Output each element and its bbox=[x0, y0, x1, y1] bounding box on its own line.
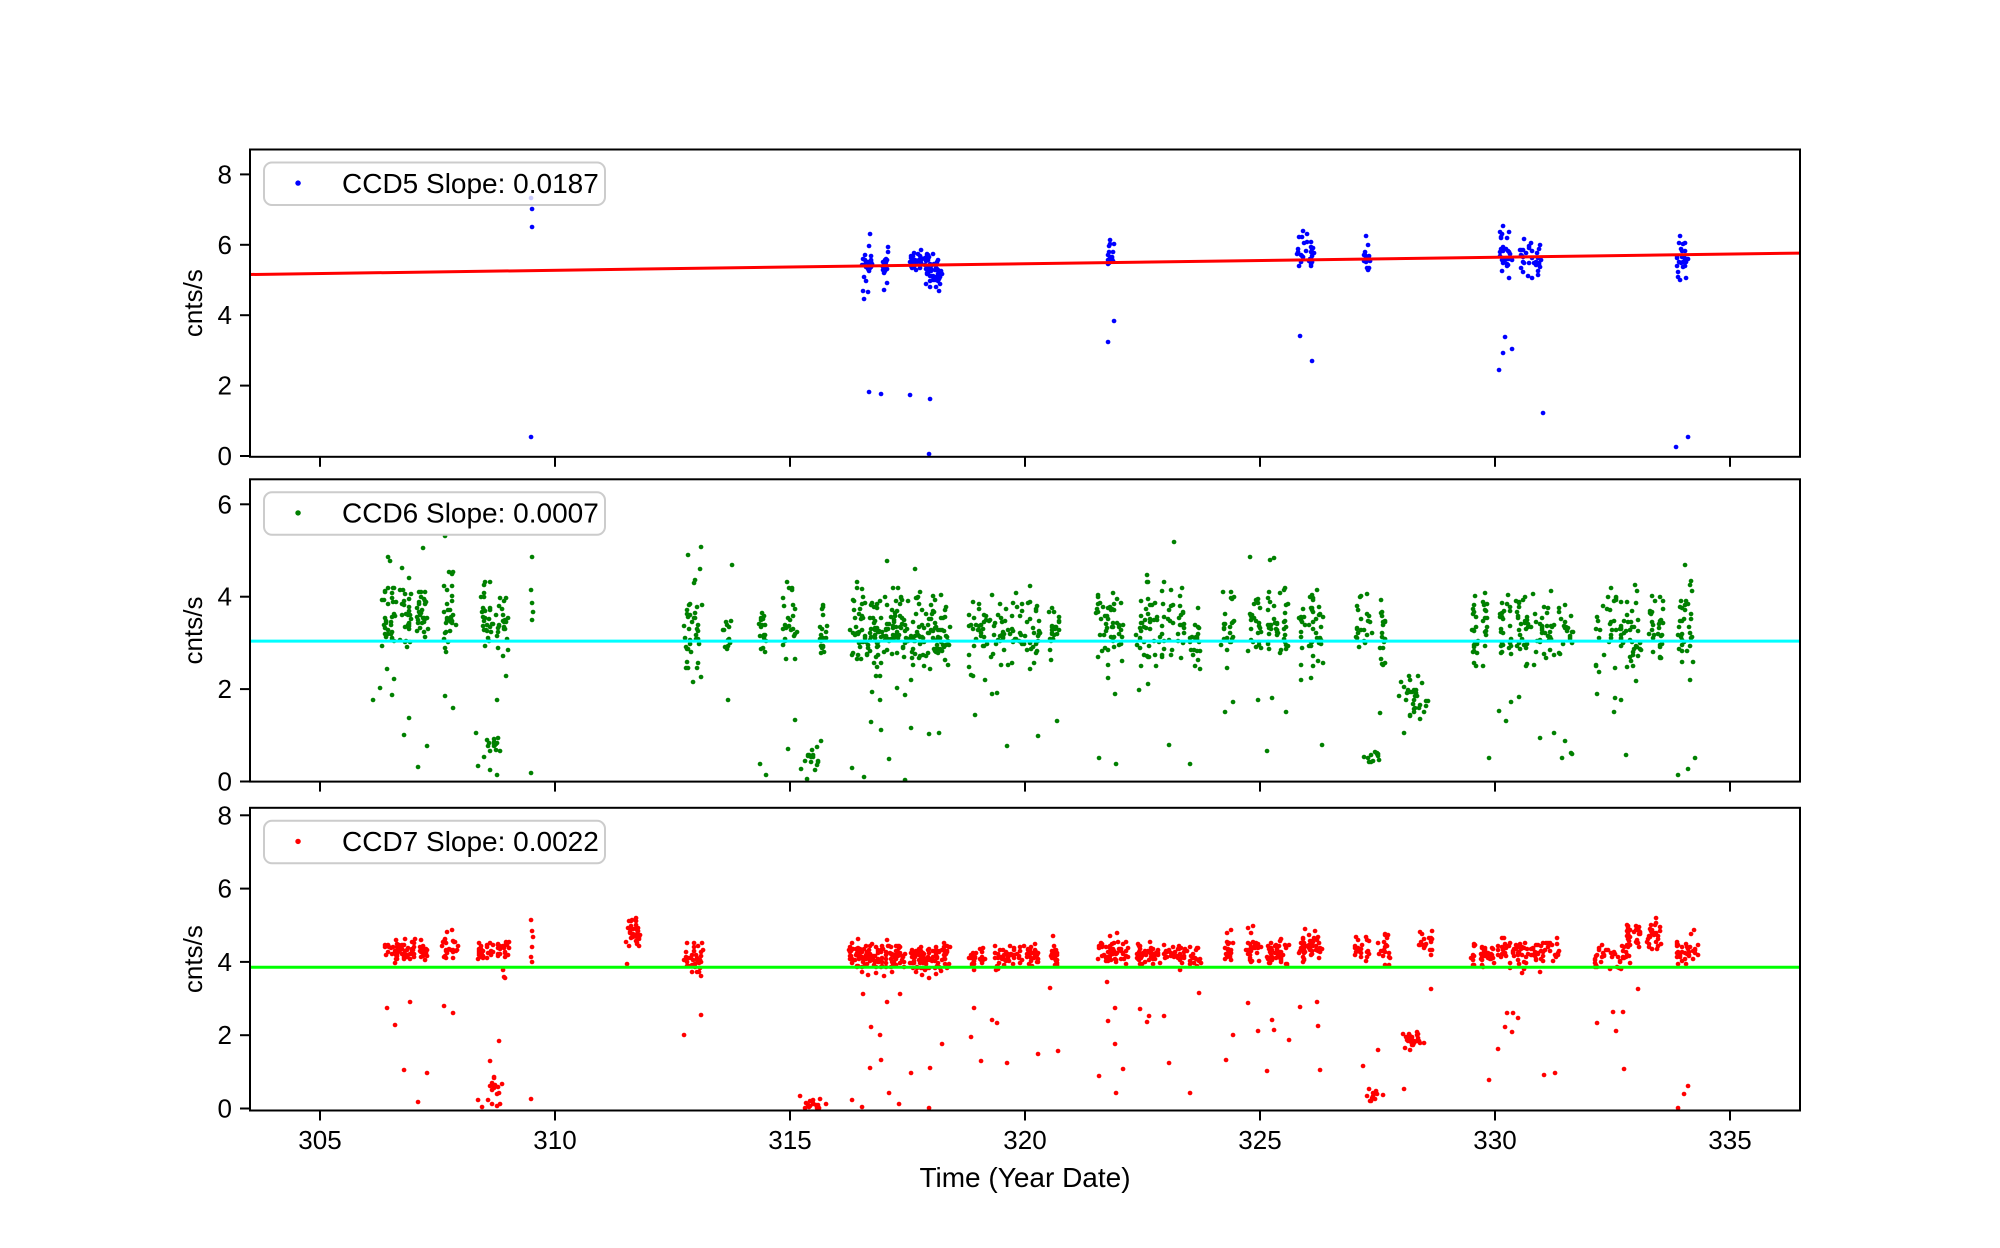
svg-text:6: 6 bbox=[218, 874, 232, 904]
svg-text:2: 2 bbox=[218, 674, 232, 704]
svg-text:Time (Year Date): Time (Year Date) bbox=[919, 1162, 1130, 1193]
svg-text:320: 320 bbox=[1003, 1125, 1046, 1155]
svg-text:cnts/s: cnts/s bbox=[178, 597, 208, 665]
svg-text:6: 6 bbox=[218, 230, 232, 260]
svg-text:CCD5 Slope: 0.0187: CCD5 Slope: 0.0187 bbox=[342, 168, 599, 199]
svg-text:cnts/s: cnts/s bbox=[178, 269, 208, 337]
svg-text:335: 335 bbox=[1708, 1125, 1751, 1155]
svg-text:4: 4 bbox=[218, 300, 232, 330]
svg-text:CCD6 Slope: 0.0007: CCD6 Slope: 0.0007 bbox=[342, 498, 599, 529]
svg-text:0: 0 bbox=[218, 1094, 232, 1124]
svg-text:6: 6 bbox=[218, 489, 232, 519]
svg-text:CCD7 Slope: 0.0022: CCD7 Slope: 0.0022 bbox=[342, 826, 599, 857]
svg-text:330: 330 bbox=[1473, 1125, 1516, 1155]
svg-text:0: 0 bbox=[218, 441, 232, 471]
svg-text:315: 315 bbox=[768, 1125, 811, 1155]
svg-text:8: 8 bbox=[218, 800, 232, 830]
svg-text:310: 310 bbox=[533, 1125, 576, 1155]
svg-text:4: 4 bbox=[218, 947, 232, 977]
svg-text:cnts/s: cnts/s bbox=[178, 925, 208, 993]
svg-text:305: 305 bbox=[298, 1125, 341, 1155]
svg-text:4: 4 bbox=[218, 582, 232, 612]
svg-text:2: 2 bbox=[218, 371, 232, 401]
svg-text:325: 325 bbox=[1238, 1125, 1281, 1155]
svg-text:8: 8 bbox=[218, 159, 232, 189]
svg-text:0: 0 bbox=[218, 767, 232, 797]
svg-text:2: 2 bbox=[218, 1020, 232, 1050]
